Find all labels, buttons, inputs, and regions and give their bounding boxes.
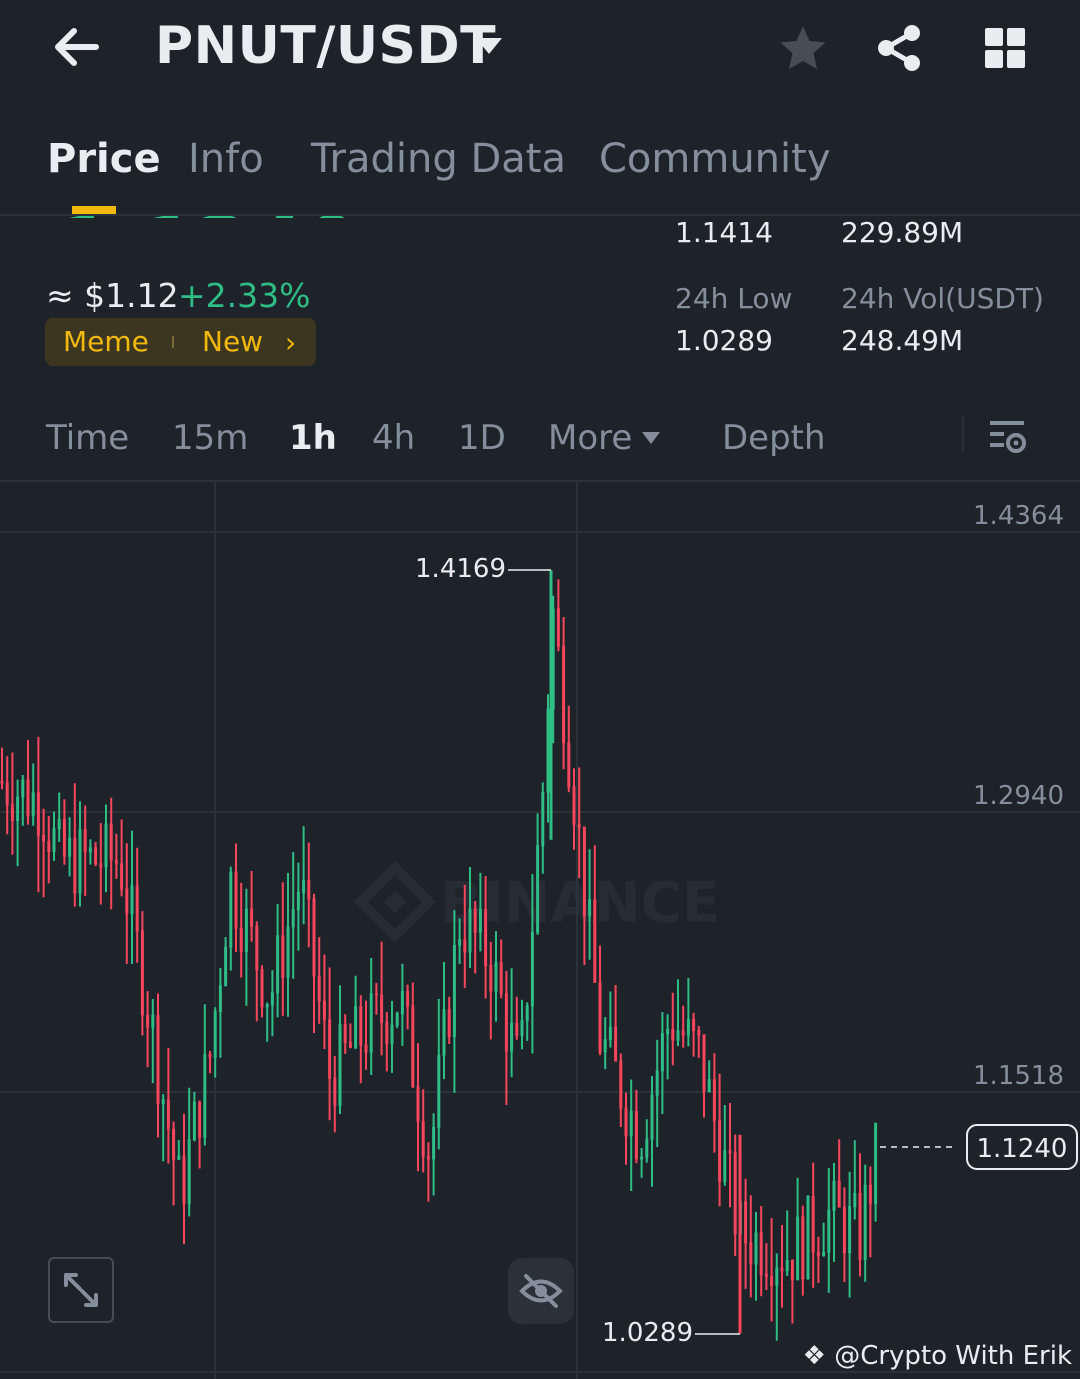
chart-settings-icon[interactable] (988, 418, 1028, 456)
price-indicator-bar (72, 206, 116, 214)
interval-depth[interactable]: Depth (722, 418, 826, 458)
approx-usd-price: ≈ $1.12 (46, 276, 179, 315)
credit-watermark: ❖ @Crypto With Erik (803, 1341, 1072, 1371)
interval-time[interactable]: Time (46, 418, 130, 458)
watermark-text: BINANCE (440, 871, 720, 936)
chart-canvas[interactable]: BINANCE 1.4364 1.2940 1.1518 1.4169 1.02… (0, 482, 1080, 1379)
stat-low-label: 24h Low (675, 282, 793, 315)
star-icon[interactable] (778, 24, 828, 72)
pair-title[interactable]: PNUT/USDT (155, 16, 497, 76)
tag-meme[interactable]: Meme (63, 325, 149, 358)
credit-text: @Crypto With Erik (834, 1341, 1072, 1371)
interval-1d[interactable]: 1D (458, 418, 506, 458)
tab-info[interactable]: Info (188, 136, 264, 182)
interval-15m[interactable]: 15m (172, 418, 249, 458)
binance-watermark: BINANCE (353, 860, 720, 944)
low-annotation: 1.0289 (602, 1318, 693, 1348)
back-arrow-icon[interactable] (46, 22, 106, 72)
stat-low-value: 1.0289 (675, 324, 773, 357)
share-icon[interactable] (876, 24, 922, 72)
tab-community[interactable]: Community (599, 136, 831, 182)
current-price-badge (966, 1124, 1078, 1170)
stat-volume-base: 229.89M (841, 216, 964, 249)
stat-vol-label: 24h Vol(USDT) (841, 282, 1044, 315)
interval-bar: Time 15m 1h 4h 1D More Depth (0, 400, 1080, 482)
tab-price[interactable]: Price (47, 136, 161, 182)
tag-divider (172, 336, 174, 348)
caret-down-icon[interactable] (641, 431, 661, 445)
expand-icon (64, 1273, 98, 1307)
top-bar: PNUT/USDT (0, 0, 1080, 100)
caret-down-icon[interactable] (474, 36, 504, 56)
tag-group[interactable]: Meme New › (45, 318, 316, 366)
tab-bar: Price Info Trading Data Community (0, 130, 1080, 216)
interval-4h[interactable]: 4h (372, 418, 416, 458)
high-annotation: 1.4169 (415, 554, 506, 584)
tag-new[interactable]: New (202, 325, 264, 358)
grid-icon[interactable] (983, 26, 1027, 70)
tab-trading-data[interactable]: Trading Data (311, 136, 566, 182)
y-tick-label: 1.1518 (973, 1061, 1064, 1091)
fullscreen-button[interactable] (48, 1257, 114, 1323)
divider (962, 416, 964, 452)
y-tick-label: 1.2940 (973, 781, 1064, 811)
candlestick-chart[interactable]: BINANCE 1.4364 1.2940 1.1518 1.4169 1.02… (0, 482, 1080, 1379)
y-tick-label: 1.4364 (973, 501, 1064, 531)
interval-more[interactable]: More (548, 418, 633, 458)
hide-indicators-button[interactable] (508, 1258, 574, 1324)
price-change: +2.33% (178, 276, 311, 315)
interval-1h[interactable]: 1h (289, 418, 337, 458)
eye-off-icon (519, 1274, 563, 1308)
candles (0, 570, 878, 1341)
chevron-right-icon[interactable]: › (285, 326, 297, 359)
diamond-logo-icon: ❖ (802, 1341, 826, 1371)
stat-high-value: 1.1414 (675, 216, 773, 249)
stat-vol-value: 248.49M (841, 324, 964, 357)
chart-grid (0, 482, 1080, 1379)
current-price-label: 1.1240 (977, 1134, 1068, 1164)
